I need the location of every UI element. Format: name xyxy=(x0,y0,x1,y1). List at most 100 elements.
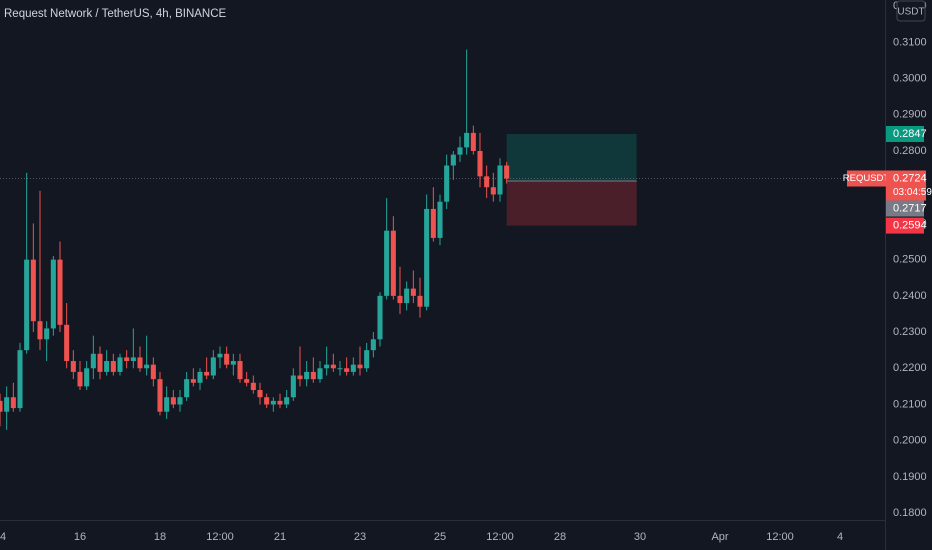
candle-body xyxy=(377,295,383,340)
entry-tag: 0.2717 xyxy=(893,202,927,214)
candle-body xyxy=(77,371,83,387)
candle-body xyxy=(497,165,503,195)
loss-zone xyxy=(506,181,637,226)
candle-body xyxy=(124,357,130,362)
target-tag-box xyxy=(886,125,924,142)
candle-body xyxy=(50,259,56,329)
candle-body xyxy=(417,295,423,307)
candle-body xyxy=(150,364,156,380)
candle-body xyxy=(277,400,283,405)
y-tick-label: 0.2300 xyxy=(893,326,927,338)
y-tick-label: 0.2200 xyxy=(893,362,927,374)
candle-body xyxy=(110,361,116,372)
candle-body xyxy=(237,361,243,380)
candle-body xyxy=(384,230,390,296)
candle-body xyxy=(444,165,450,202)
candle-layer xyxy=(0,49,510,430)
candle-body xyxy=(304,371,310,380)
candle-body xyxy=(330,364,336,369)
y-tick-label: 0.1900 xyxy=(893,471,927,483)
candle-body xyxy=(224,353,230,365)
x-tick-label: 12:00 xyxy=(206,531,234,543)
candle-body xyxy=(210,357,216,376)
candle-body xyxy=(64,324,70,362)
candle-body xyxy=(264,397,270,405)
candle-body xyxy=(370,339,376,351)
candle-body xyxy=(170,397,176,405)
candle-body xyxy=(484,176,490,188)
candle-body xyxy=(290,375,296,398)
y-tick-label: 0.2000 xyxy=(893,435,927,447)
candle-body xyxy=(464,132,470,148)
candle-body xyxy=(90,353,96,369)
candle-body xyxy=(270,400,276,405)
candle-body xyxy=(137,357,143,369)
profit-zone xyxy=(506,133,637,182)
x-tick-label: 25 xyxy=(434,531,446,543)
candle-body xyxy=(4,397,10,412)
candle-body xyxy=(197,371,203,383)
y-tick-label: 0.2500 xyxy=(893,254,927,266)
x-tick-label: 18 xyxy=(154,531,166,543)
last-price-box xyxy=(886,170,926,201)
candle-body xyxy=(357,364,363,369)
candle-body xyxy=(424,208,430,307)
candle-body xyxy=(397,295,403,304)
candle-body xyxy=(117,357,123,372)
candle-body xyxy=(204,371,210,376)
y-tick-label: 0.2900 xyxy=(893,109,927,121)
candle-body xyxy=(177,397,183,405)
x-tick-label: 14 xyxy=(0,531,6,543)
candle-body xyxy=(284,397,290,405)
x-tick-label: 21 xyxy=(274,531,286,543)
unit-box[interactable] xyxy=(896,0,926,22)
candle-body xyxy=(30,259,36,322)
candle-body xyxy=(164,397,170,412)
x-tick-label: 16 xyxy=(74,531,86,543)
candle-body xyxy=(10,397,16,409)
candle-body xyxy=(184,379,190,398)
candle-body xyxy=(17,350,23,409)
x-tick-label: 12:00 xyxy=(486,531,514,543)
candle-body xyxy=(57,259,63,325)
candle-body xyxy=(317,368,323,380)
candle-body xyxy=(437,201,443,238)
candle-body xyxy=(144,364,150,369)
countdown: 03:04:59 xyxy=(893,187,932,198)
position-layer xyxy=(0,133,885,226)
candle-body xyxy=(404,288,410,304)
candle-body xyxy=(190,379,196,383)
candle-body xyxy=(364,350,370,369)
candle-body xyxy=(390,230,396,296)
candle-body xyxy=(44,328,50,340)
target-tag: 0.2847 xyxy=(893,128,927,140)
candle-body xyxy=(24,259,30,351)
candle-body xyxy=(350,364,356,372)
stop-tag: 0.2594 xyxy=(893,220,927,232)
tag-layer: 0.2847 REQUSDT 0.2724 03:04:59 0.2717 0.2594 xyxy=(843,125,932,234)
x-tick-label: Apr xyxy=(711,531,728,543)
candle-body xyxy=(130,357,136,362)
y-tick-label: 0.1800 xyxy=(893,507,927,519)
candle-body xyxy=(250,382,256,390)
candle-body xyxy=(470,132,476,152)
x-tick-label: 23 xyxy=(354,531,366,543)
stop-tag-box xyxy=(886,217,924,234)
entry-tag-box xyxy=(886,200,924,217)
candle-body xyxy=(344,368,350,372)
candle-body xyxy=(297,375,303,380)
candle-body xyxy=(430,208,436,238)
candle-body xyxy=(217,353,223,358)
candle-body xyxy=(37,321,43,340)
candle-body xyxy=(97,353,103,372)
candle-body xyxy=(230,361,236,365)
unit-label: USDT xyxy=(897,7,924,18)
candle-body xyxy=(477,151,483,177)
y-tick-label: 0.2800 xyxy=(893,145,927,157)
y-tick-label: 0.3100 xyxy=(893,36,927,48)
candle-body xyxy=(84,368,90,387)
x-tick-label: 4 xyxy=(837,531,843,543)
